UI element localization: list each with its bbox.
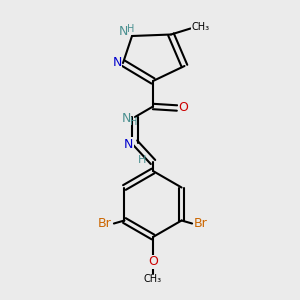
Text: N: N <box>112 56 122 70</box>
Text: Br: Br <box>98 217 112 230</box>
Text: H: H <box>127 23 134 34</box>
Text: O: O <box>179 101 188 114</box>
Text: H: H <box>137 154 146 165</box>
Text: CH₃: CH₃ <box>192 22 210 32</box>
Text: O: O <box>148 255 158 268</box>
Text: N: N <box>118 25 128 38</box>
Text: Br: Br <box>194 217 208 230</box>
Text: CH₃: CH₃ <box>144 274 162 284</box>
Text: H: H <box>130 117 137 128</box>
Text: N: N <box>124 137 133 151</box>
Text: N: N <box>121 112 131 125</box>
